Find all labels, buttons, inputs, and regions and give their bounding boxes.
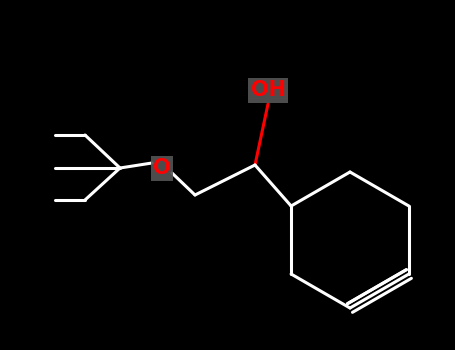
Text: OH: OH <box>251 80 285 100</box>
Text: O: O <box>153 158 171 178</box>
